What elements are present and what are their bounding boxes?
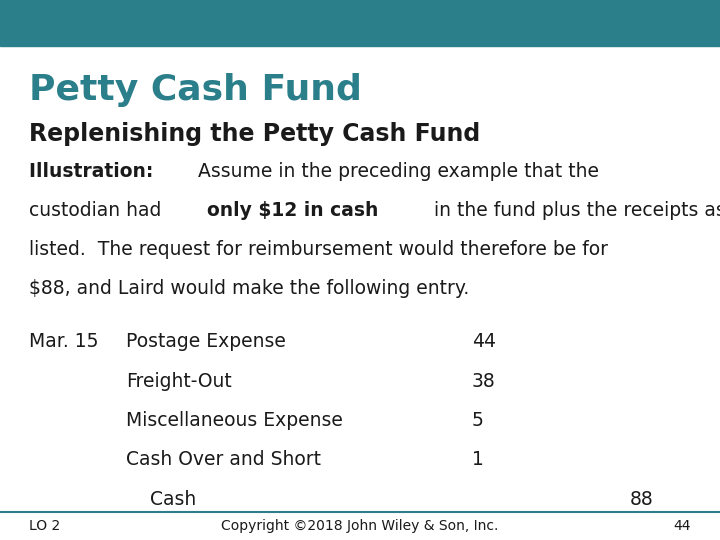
Text: 44: 44: [472, 332, 495, 351]
Text: Copyright ©2018 John Wiley & Son, Inc.: Copyright ©2018 John Wiley & Son, Inc.: [221, 519, 499, 534]
Text: 44: 44: [674, 519, 691, 534]
Text: $88, and Laird would make the following entry.: $88, and Laird would make the following …: [29, 279, 469, 298]
Text: listed.  The request for reimbursement would therefore be for: listed. The request for reimbursement wo…: [29, 240, 608, 259]
Text: Miscellaneous Expense: Miscellaneous Expense: [126, 411, 343, 430]
Text: custodian had: custodian had: [29, 201, 167, 220]
Text: 1: 1: [472, 450, 483, 469]
Text: Postage Expense: Postage Expense: [126, 332, 286, 351]
Text: in the fund plus the receipts as: in the fund plus the receipts as: [428, 201, 720, 220]
Text: only $12 in cash: only $12 in cash: [207, 201, 379, 220]
Text: Freight-Out: Freight-Out: [126, 372, 232, 390]
Text: Assume in the preceding example that the: Assume in the preceding example that the: [198, 162, 598, 181]
Text: Petty Cash Fund: Petty Cash Fund: [29, 73, 361, 107]
Text: 38: 38: [472, 372, 495, 390]
Text: Cash Over and Short: Cash Over and Short: [126, 450, 321, 469]
Text: Cash: Cash: [126, 490, 197, 509]
Bar: [0, 0, 720, 46]
Text: Mar. 15: Mar. 15: [29, 332, 99, 351]
Text: Replenishing the Petty Cash Fund: Replenishing the Petty Cash Fund: [29, 122, 480, 145]
Text: 88: 88: [630, 490, 654, 509]
Text: 5: 5: [472, 411, 483, 430]
Text: Illustration:: Illustration:: [29, 162, 160, 181]
Text: LO 2: LO 2: [29, 519, 60, 534]
